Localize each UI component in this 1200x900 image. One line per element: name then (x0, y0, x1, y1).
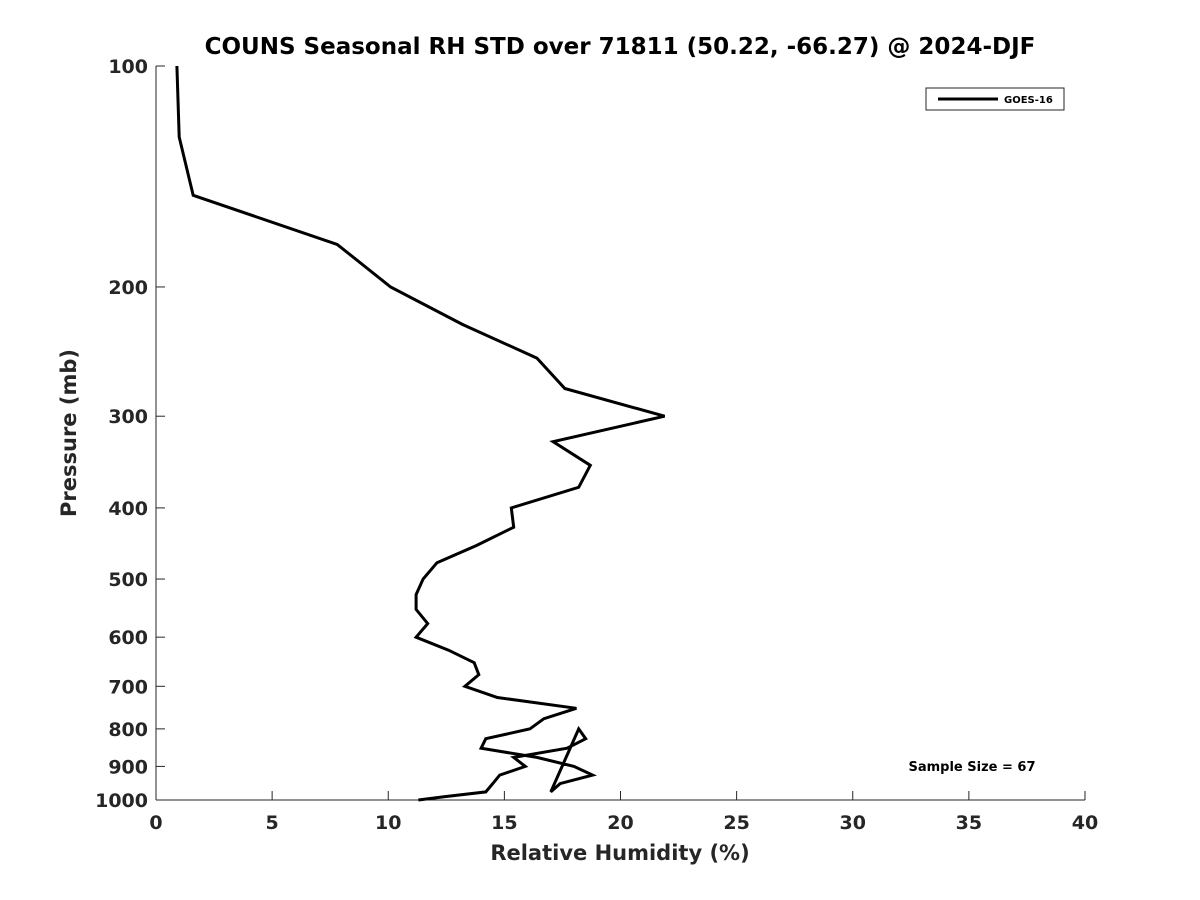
y-tick-label: 900 (108, 756, 148, 778)
x-tick-label: 40 (1072, 812, 1098, 834)
y-tick-label: 300 (108, 406, 148, 428)
series-line-goes16 (175, 65, 666, 802)
y-tick-label: 700 (108, 676, 148, 698)
chart-title: COUNS Seasonal RH STD over 71811 (50.22,… (205, 34, 1036, 60)
legend: GOES-16 (925, 87, 1065, 111)
y-tick-label: 400 (108, 498, 148, 520)
y-tick-label: 800 (108, 719, 148, 741)
y-tick-label: 200 (108, 277, 148, 299)
y-ticks: 1000 900 800 700 600 500 400 300 200 100 (95, 56, 165, 812)
y-tick-label: 100 (108, 56, 148, 78)
x-tick-label: 30 (840, 812, 866, 834)
legend-label-goes16: GOES-16 (1004, 95, 1053, 106)
x-tick-label: 20 (607, 812, 633, 834)
y-axis-label: Pressure (mb) (57, 349, 81, 517)
sample-size-annotation: Sample Size = 67 (908, 760, 1035, 775)
x-tick-label: 10 (375, 812, 401, 834)
x-tick-label: 15 (491, 812, 517, 834)
x-axis-label: Relative Humidity (%) (490, 841, 749, 865)
series-layer (175, 65, 666, 802)
x-ticks: 0 5 10 15 20 25 30 35 40 (149, 791, 1098, 834)
y-tick-label: 600 (108, 627, 148, 649)
y-tick-label: 1000 (95, 790, 148, 812)
x-tick-label: 5 (266, 812, 279, 834)
y-tick-label: 500 (108, 569, 148, 591)
x-tick-label: 35 (956, 812, 982, 834)
x-tick-label: 25 (723, 812, 749, 834)
x-tick-label: 0 (149, 812, 162, 834)
